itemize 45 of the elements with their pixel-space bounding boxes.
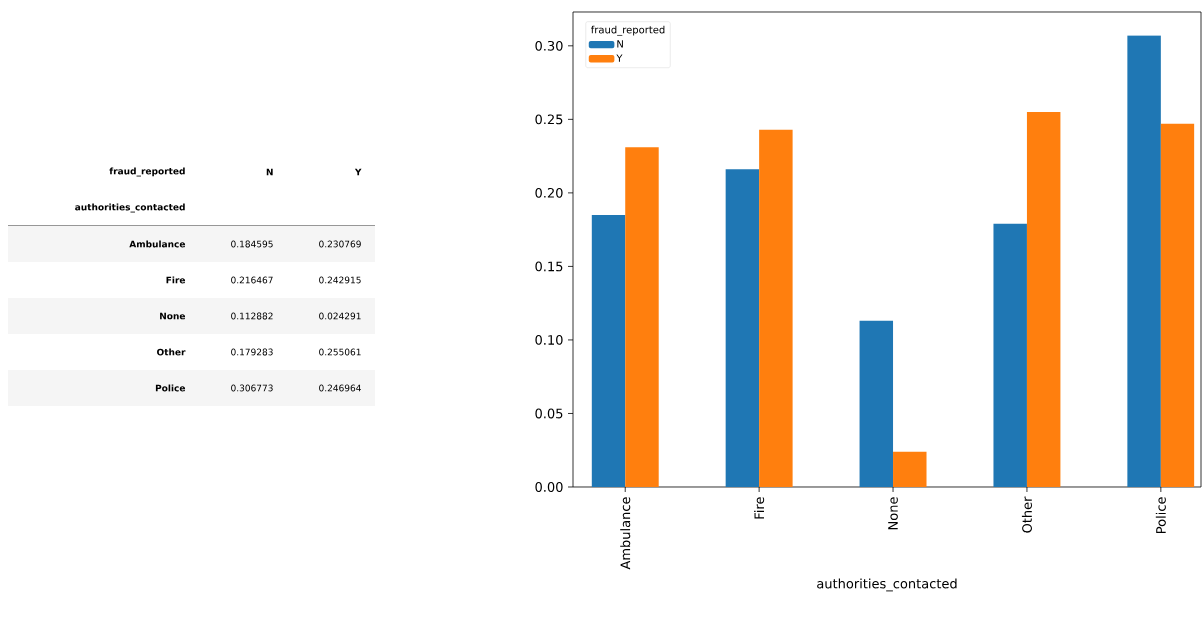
bar [1127, 35, 1161, 487]
legend-label: N [617, 40, 623, 48]
y-tick-label: 0.10 [535, 335, 563, 345]
y-tick-label: 0.15 [535, 261, 563, 272]
y-tick-label: 0.00 [535, 482, 563, 492]
x-tick-label: Ambulance [620, 497, 631, 570]
bar [859, 320, 894, 487]
legend-title: fraud_reported [591, 25, 665, 36]
x-tick-label: Police [1155, 497, 1166, 533]
data-label: 0.216467 [231, 276, 273, 284]
text: Y [354, 168, 362, 176]
bar [759, 129, 793, 487]
data-label: 0.179283 [231, 348, 273, 356]
x-axis-title: authorities_contacted [817, 578, 957, 592]
y-tick-label: 0.25 [535, 114, 563, 125]
text: N [266, 168, 273, 176]
x-tick-label: Fire [754, 497, 765, 519]
bar [625, 147, 659, 487]
category-label: Other [157, 348, 186, 356]
x-tick-label: Other [1021, 496, 1032, 533]
x-tick-label: None [888, 497, 898, 530]
data-label: 0.112882 [231, 312, 273, 320]
data-label: 0.242915 [319, 276, 361, 284]
category-label: Police [155, 384, 186, 392]
bar [1026, 111, 1061, 487]
bar [591, 214, 626, 487]
category-label: None [160, 312, 186, 320]
category-label: Fire [166, 276, 186, 284]
y-tick-label: 0.05 [535, 408, 563, 419]
data-label: 0.246964 [319, 384, 361, 392]
data-label: 0.306773 [231, 384, 273, 392]
legend-label: Y [616, 54, 623, 62]
category-label: Ambulance [129, 240, 186, 248]
bar [993, 223, 1027, 487]
text: fraud_reported [109, 167, 185, 177]
y-tick-label: 0.20 [535, 187, 563, 198]
data-label: 0.024291 [319, 312, 361, 320]
y-tick-label: 0.30 [535, 40, 563, 51]
text: authorities_contacted [75, 203, 185, 213]
bar [1160, 123, 1195, 487]
data-label: 0.230769 [319, 240, 361, 248]
data-label: 0.255061 [319, 348, 361, 356]
data-label: 0.184595 [231, 240, 273, 248]
bar [725, 169, 760, 487]
bar [893, 451, 927, 487]
